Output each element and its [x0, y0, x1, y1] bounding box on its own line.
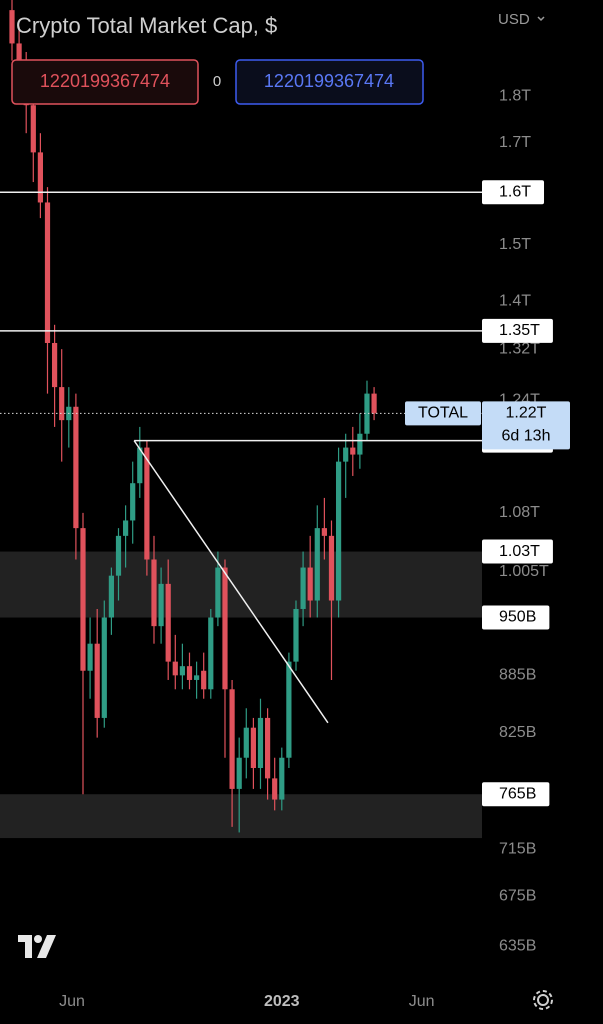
- candle-body: [30, 105, 36, 153]
- candle-body: [87, 643, 93, 671]
- candle-body: [179, 666, 185, 676]
- candle-body: [165, 583, 171, 662]
- candle-body: [101, 617, 107, 718]
- level-label-box: [482, 605, 550, 630]
- y-tick-label: 1.8T: [499, 87, 531, 104]
- level-label: 1.03T: [499, 543, 540, 560]
- level-label: 1.6T: [499, 183, 531, 200]
- candle-body: [307, 567, 313, 601]
- countdown: 6d 13h: [502, 428, 551, 445]
- candle-body: [364, 393, 370, 434]
- x-tick-label: Jun: [409, 993, 435, 1010]
- candle-body: [122, 520, 129, 536]
- candle-body: [16, 43, 22, 74]
- candle-body: [257, 717, 264, 768]
- candle-body: [328, 535, 335, 601]
- candle-body: [186, 666, 193, 680]
- level-label-box: [482, 782, 550, 807]
- candle-body: [215, 567, 221, 618]
- settings-icon[interactable]: [533, 990, 553, 1010]
- candle-body: [80, 528, 86, 671]
- candle-body: [108, 575, 114, 618]
- x-tick-label: Jun: [59, 993, 85, 1010]
- y-tick-label: 825B: [499, 724, 536, 741]
- candle-body: [208, 617, 214, 690]
- zone: [0, 551, 482, 618]
- candle-body: [286, 661, 292, 758]
- sell-box[interactable]: [11, 59, 199, 105]
- candle-body: [321, 528, 327, 536]
- price-label: 1.22T: [506, 405, 547, 422]
- candle-body: [151, 559, 157, 627]
- candle-body: [144, 447, 150, 560]
- candle-body: [272, 778, 278, 800]
- candle-body: [350, 447, 356, 455]
- candle-body: [371, 393, 377, 414]
- candle-body: [59, 387, 65, 421]
- candle-body: [158, 583, 164, 627]
- y-tick-label: 675B: [499, 888, 536, 905]
- x-tick-label: 2023: [264, 993, 300, 1010]
- candle-body: [193, 675, 200, 680]
- candle-body: [37, 152, 43, 203]
- trendline: [133, 440, 329, 724]
- buy-price[interactable]: 1220199367474: [264, 71, 394, 91]
- candle-body: [229, 689, 235, 789]
- currency[interactable]: USD: [498, 11, 530, 28]
- candle-body: [94, 643, 100, 718]
- candle-body: [279, 757, 285, 800]
- candle-body: [236, 757, 242, 789]
- y-tick-label: 1.5T: [499, 236, 531, 253]
- y-tick-label: 635B: [499, 937, 536, 954]
- level-label: 1.35T: [499, 322, 540, 339]
- candle-body: [300, 567, 306, 609]
- y-tick-label: 885B: [499, 667, 536, 684]
- candle-body: [115, 535, 122, 576]
- level-label-box: [482, 318, 553, 343]
- candle-body: [44, 202, 51, 343]
- candle-body: [137, 447, 143, 484]
- sell-price[interactable]: 1220199367474: [40, 71, 170, 91]
- zone: [0, 794, 482, 839]
- symbol-label: TOTAL: [418, 405, 468, 422]
- y-tick-label: 1.005T: [499, 563, 549, 580]
- candle-body: [314, 528, 320, 601]
- tradingview-logo[interactable]: [18, 935, 56, 958]
- candle-body: [264, 717, 271, 779]
- candle-body: [51, 342, 58, 388]
- level-label-box: [482, 180, 545, 205]
- chart-title: Crypto Total Market Cap, $: [16, 13, 277, 38]
- candle-body: [9, 10, 15, 44]
- level-label: 765B: [499, 785, 536, 802]
- candle-body: [250, 727, 256, 768]
- candle-body: [243, 727, 249, 758]
- candle-body: [201, 670, 207, 690]
- level-label-box: [482, 539, 553, 564]
- price-box: [482, 401, 570, 450]
- candle-body: [73, 406, 79, 529]
- buy-box[interactable]: [235, 59, 424, 105]
- y-tick-label: 1.4T: [499, 292, 531, 309]
- candle-body: [130, 483, 136, 521]
- candle-body: [357, 433, 363, 455]
- level-label: 950B: [499, 609, 536, 626]
- candle-body: [222, 567, 228, 690]
- y-tick-label: 1.32T: [499, 340, 540, 357]
- y-tick-label: 1.08T: [499, 504, 540, 521]
- candle-body: [172, 661, 178, 676]
- candle-body: [293, 608, 299, 662]
- y-tick-label: 715B: [499, 841, 536, 858]
- candle-body: [343, 447, 349, 462]
- y-tick-label: 1.7T: [499, 134, 531, 151]
- symbol-box: [405, 401, 481, 426]
- candle-body: [335, 461, 342, 601]
- currency-chevron[interactable]: [537, 16, 545, 22]
- spread: 0: [213, 73, 221, 90]
